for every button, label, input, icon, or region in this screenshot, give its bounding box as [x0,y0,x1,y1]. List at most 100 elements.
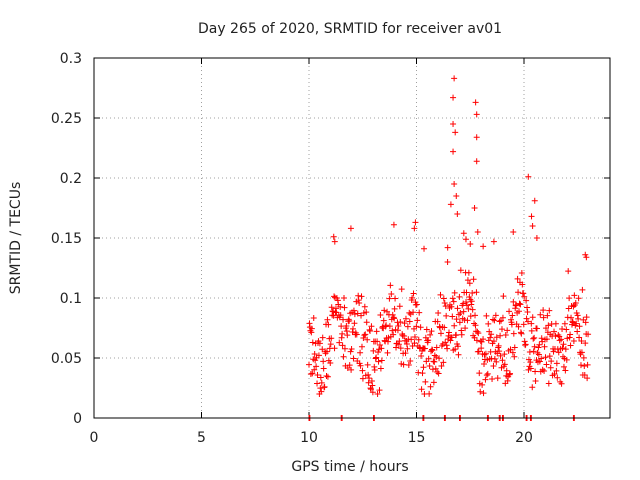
data-point [575,295,582,302]
data-point [413,301,420,308]
data-point [423,326,430,333]
data-point [551,371,558,378]
data-point [422,378,429,385]
data-point [536,358,543,365]
data-point [414,317,421,324]
data-point [480,336,487,343]
data-point [473,111,480,118]
data-point [392,295,399,302]
data-point [531,334,538,341]
data-point [455,351,462,358]
data-point [417,324,424,331]
data-point [432,365,439,372]
data-point [415,336,422,343]
data-point [460,308,467,315]
data-point [465,269,472,276]
data-point [430,379,437,386]
data-point [348,366,355,373]
data-point [381,307,388,314]
data-point [581,371,588,378]
y-tick-label: 0.2 [60,171,82,187]
data-point [444,345,451,352]
data-point [515,323,522,330]
data-point [446,329,453,336]
data-point [435,370,442,377]
data-point [421,345,428,352]
data-point [410,309,417,316]
data-point [516,308,523,315]
data-point [576,334,583,341]
data-point [473,134,480,141]
data-point [510,330,517,337]
data-point [571,292,578,299]
data-point [407,357,414,364]
data-point [480,243,487,250]
data-point [320,358,327,365]
data-point [386,323,393,330]
data-point [428,328,435,335]
data-point [320,365,327,372]
data-point [528,213,535,220]
data-point [309,339,316,346]
data-point [533,235,540,241]
data-point [376,387,383,394]
data-point [558,380,565,387]
data-point [448,303,455,310]
data-point [451,289,458,296]
data-point [510,229,517,235]
data-point [391,315,398,322]
data-point [389,327,396,334]
data-point [351,320,358,327]
data-point [531,197,538,204]
data-point [478,345,485,352]
data-point [490,238,497,245]
data-point [369,382,376,389]
data-point [328,304,335,311]
data-point [456,293,463,300]
data-point [331,238,338,245]
data-point [483,372,490,379]
data-point [363,309,370,316]
data-point [340,316,347,323]
data-point [421,245,428,252]
data-point [406,309,413,316]
data-point [489,316,496,323]
data-point [532,368,539,375]
data-point [462,325,469,332]
data-point [367,327,374,334]
data-point [570,338,577,345]
data-point [406,318,413,325]
data-point [354,310,361,317]
data-point [532,377,539,384]
data-point [425,355,432,362]
data-point [436,355,443,362]
data-point [328,335,335,342]
data-point [546,353,553,360]
data-point [510,298,517,305]
data-point [442,339,449,346]
data-point [579,286,586,293]
data-point [473,337,480,344]
data-point [330,233,337,240]
data-point [518,270,525,277]
data-point [539,366,546,373]
data-point [411,225,418,232]
data-point [481,361,488,368]
data-point [507,370,514,377]
data-point [469,290,476,297]
data-point [340,353,347,360]
data-point [544,312,551,319]
data-point [580,354,587,361]
data-point [451,181,458,187]
data-point [582,319,589,326]
data-point [562,367,569,374]
data-point [371,367,378,374]
data-point [384,349,391,356]
x-axis-label: GPS time / hours [291,459,408,475]
data-point [411,333,418,340]
data-point [444,259,451,265]
data-point [350,307,357,314]
data-point [426,390,433,397]
data-point [314,371,321,378]
data-point [317,374,324,381]
